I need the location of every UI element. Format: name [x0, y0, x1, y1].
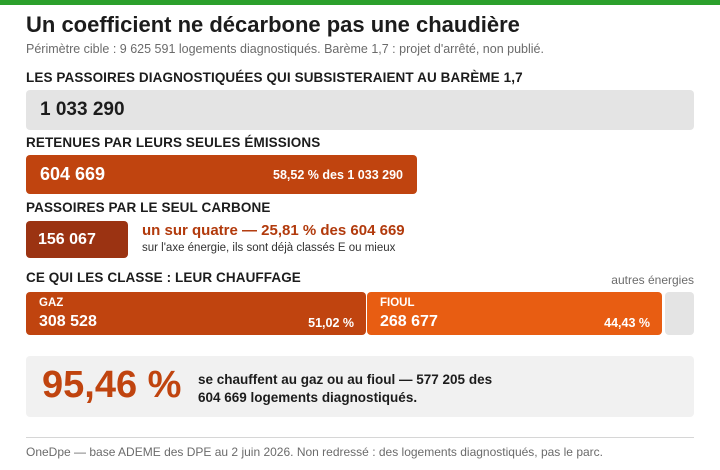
autres-segment: [665, 292, 694, 335]
carbone-value: 156 067: [38, 231, 96, 248]
gaz-pct: 51,02 %: [308, 316, 354, 330]
summary-text: se chauffent au gaz ou au fioul — 577 20…: [198, 372, 493, 405]
fioul-value: 268 677: [380, 313, 438, 330]
carbone-heading: PASSOIRES PAR LE SEUL CARBONE: [26, 200, 271, 215]
total-value: 1 033 290: [40, 99, 125, 120]
gaz-segment: GAZ 308 528 51,02 %: [26, 292, 366, 335]
autres-energies-label: autres énergies: [611, 273, 694, 287]
emissions-share: 58,52 % des 1 033 290: [273, 168, 403, 182]
fioul-segment: FIOUL 268 677 44,43 %: [367, 292, 662, 335]
carbone-bar: 156 067: [26, 221, 128, 258]
total-heading: LES PASSOIRES DIAGNOSTIQUÉES QUI SUBSIST…: [26, 70, 523, 85]
fioul-pct: 44,43 %: [604, 316, 650, 330]
page-subtitle: Périmètre cible : 9 625 591 logements di…: [26, 42, 544, 56]
gaz-label: GAZ: [39, 297, 64, 309]
emissions-value: 604 669: [40, 164, 106, 184]
carbone-sub-text: sur l'axe énergie, ils sont déjà classés…: [142, 242, 396, 254]
chauffage-heading: CE QUI LES CLASSE : LEUR CHAUFFAGE: [26, 270, 301, 285]
summary-box: 95,46 % se chauffent au gaz ou au fioul …: [26, 356, 694, 417]
gaz-value: 308 528: [39, 313, 97, 330]
carbone-main-text: un sur quatre — 25,81 % des 604 669: [142, 222, 405, 239]
total-bar: 1 033 290: [26, 90, 694, 130]
summary-big-number: 95,46 %: [42, 364, 182, 406]
page-title: Un coefficient ne décarbone pas une chau…: [26, 12, 520, 37]
footer-source: OneDpe — base ADEME des DPE au 2 juin 20…: [26, 445, 603, 459]
top-accent-rule: [0, 0, 720, 5]
fioul-label: FIOUL: [380, 297, 415, 309]
emissions-bar: 604 669 58,52 % des 1 033 290: [26, 155, 417, 194]
footer-divider: [26, 437, 694, 438]
emissions-heading: RETENUES PAR LEURS SEULES ÉMISSIONS: [26, 135, 321, 150]
